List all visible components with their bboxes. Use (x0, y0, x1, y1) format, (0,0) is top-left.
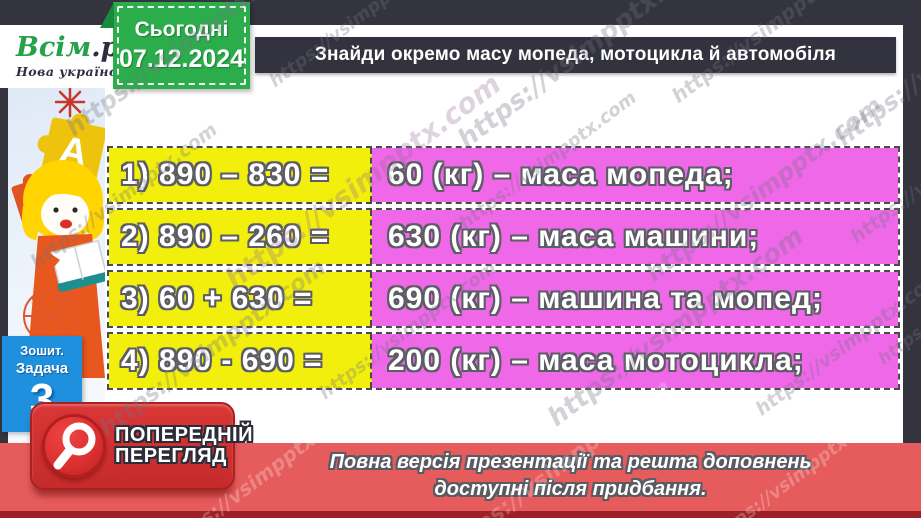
brand-name-main: Всім (16, 32, 92, 63)
date-badge: Сьогодні 07.12.2024 (100, 2, 250, 89)
purchase-notice: Повна версія презентації та решта доповн… (245, 449, 896, 503)
bottom-accent-strip (0, 511, 921, 518)
preview-button[interactable]: ПОПЕРЕДНІЙ ПЕРЕГЛЯД (30, 402, 252, 490)
solution-row-3: 3) 60 + 630 = 690 (кг) – машина та мопед… (107, 270, 900, 328)
equation-cell: 2) 890 – 260 = (109, 210, 372, 264)
equation-text: 4) 890 - 690 = (121, 344, 323, 377)
magnifier-icon (53, 422, 96, 470)
result-text: 690 (кг) – машина та мопед; (388, 282, 823, 315)
girl-figure (21, 160, 110, 378)
equation-text: 1) 890 – 830 = (121, 158, 330, 191)
solution-row-1: 1) 890 – 830 = 60 (кг) – маса мопеда; (107, 146, 900, 204)
globe-icon (23, 289, 77, 343)
result-cell: 200 (кг) – маса мотоцикла; (372, 334, 898, 388)
result-cell: 630 (кг) – маса машини; (372, 210, 898, 264)
result-text: 630 (кг) – маса машини; (388, 220, 760, 253)
slide-title: Знайди окремо масу мопеда, мотоцикла й а… (314, 44, 837, 65)
result-text: 200 (кг) – маса мотоцикла; (388, 344, 804, 377)
equation-text: 2) 890 – 260 = (121, 220, 330, 253)
date-value: 07.12.2024 (118, 44, 245, 73)
book-icon (50, 239, 110, 293)
notebook-label: Зошит. (20, 343, 64, 358)
preview-label-line1: ПОПЕРЕДНІЙ (115, 424, 253, 446)
preview-button-label: ПОПЕРЕДНІЙ ПЕРЕГЛЯД (115, 425, 253, 467)
task-label: Задача (15, 360, 69, 377)
today-label: Сьогодні (134, 17, 229, 41)
solution-rows: 1) 890 – 830 = 60 (кг) – маса мопеда; 2)… (107, 146, 900, 394)
equation-cell: 1) 890 – 830 = (109, 148, 372, 202)
solution-row-2: 2) 890 – 260 = 630 (кг) – маса машини; (107, 208, 900, 266)
equation-cell: 4) 890 - 690 = (109, 334, 372, 388)
left-edge-strip (0, 88, 8, 443)
equation-text: 3) 60 + 630 = (121, 282, 313, 315)
equation-cell: 3) 60 + 630 = (109, 272, 372, 326)
slide-title-bar: Знайди окремо масу мопеда, мотоцикла й а… (255, 37, 896, 73)
purchase-notice-line2: доступні після придбання. (434, 478, 707, 500)
magnifier-badge (42, 414, 106, 478)
date-badge-frame: Сьогодні 07.12.2024 (117, 6, 246, 85)
purchase-notice-line1: Повна версія презентації та решта доповн… (329, 451, 812, 473)
solution-row-4: 4) 890 - 690 = 200 (кг) – маса мотоцикла… (107, 332, 900, 390)
preview-label-line2: ПЕРЕГЛЯД (115, 445, 227, 467)
result-cell: 690 (кг) – машина та мопед; (372, 272, 898, 326)
result-cell: 60 (кг) – маса мопеда; (372, 148, 898, 202)
result-text: 60 (кг) – маса мопеда; (388, 158, 734, 191)
sparkle-icon (54, 86, 86, 118)
